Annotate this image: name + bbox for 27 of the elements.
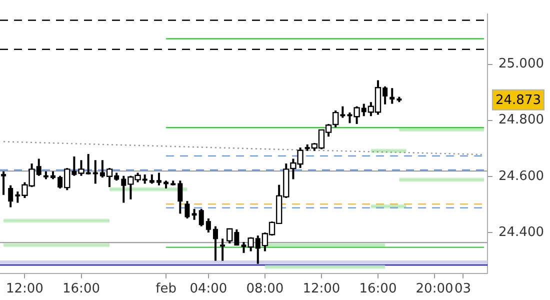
candlestick [8, 184, 14, 208]
x-tick-label: 20:00 [416, 282, 454, 297]
x-tick-label: 03 [454, 282, 472, 297]
y-tick-label: 24.400 [498, 224, 544, 240]
y-tick-label: 24.800 [498, 112, 544, 128]
x-tick-label: 12:00 [6, 282, 44, 297]
x-tick-label: 04:00 [190, 282, 228, 297]
candlestick [178, 180, 183, 215]
y-tick-label: 25.000 [498, 56, 544, 72]
candlestick [206, 217, 211, 234]
text: 24.873 [496, 93, 542, 108]
y-tick-label: 24.600 [498, 168, 544, 184]
candlestick [1, 170, 6, 196]
candlestick [220, 238, 226, 262]
candlestick [184, 200, 190, 220]
x-tick-label: 16:00 [359, 282, 397, 297]
candlestick [149, 173, 154, 185]
x-tick-label: 16:00 [62, 282, 100, 297]
x-tick-label: feb [156, 282, 176, 297]
candlestick [390, 87, 395, 105]
candlestick [92, 159, 98, 185]
x-tick-label: 08:00 [246, 282, 284, 297]
x-tick-label: 12:00 [302, 282, 340, 297]
candlestick [156, 172, 162, 186]
candlestick [198, 208, 204, 228]
candlestick [212, 225, 218, 262]
candlestick [192, 208, 197, 221]
